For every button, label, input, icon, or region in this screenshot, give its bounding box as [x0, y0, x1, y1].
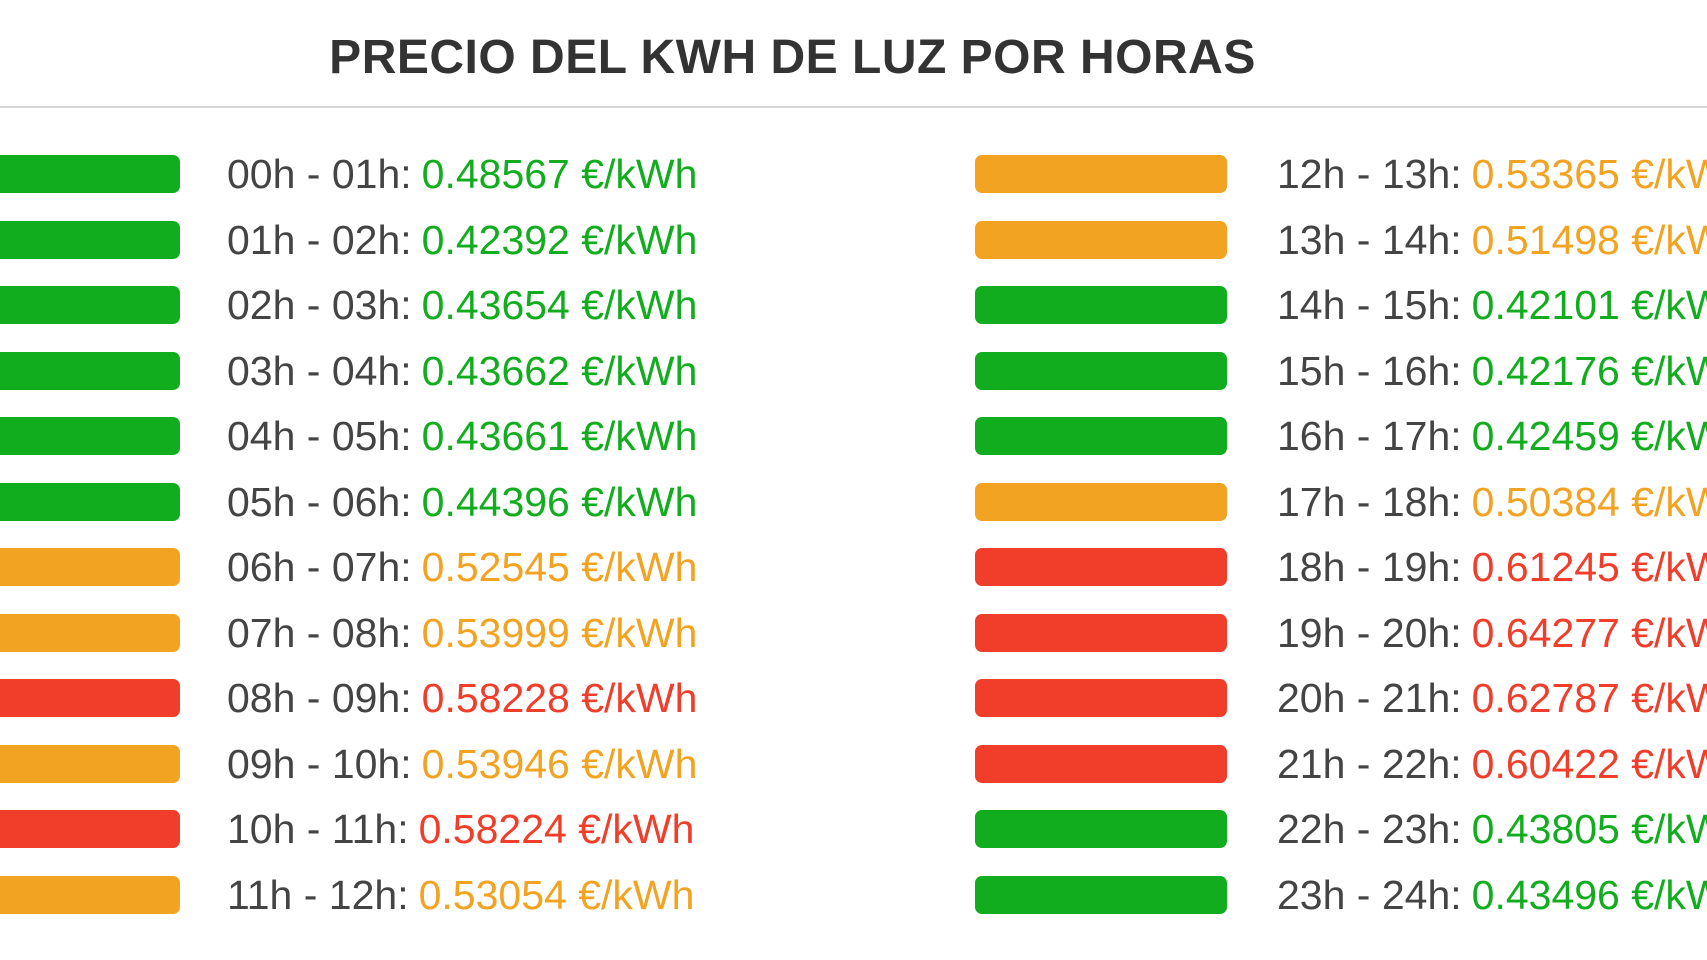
hour-range: 02h - 03h:	[227, 282, 412, 328]
hour-label: 19h - 20h:0.64277 €/kWh	[1277, 605, 1707, 661]
hour-range: 19h - 20h:	[1277, 609, 1462, 656]
hour-price: 0.51498 €/kWh	[1471, 216, 1707, 263]
hour-label: 16h - 17h:0.42459 €/kWh	[1277, 408, 1707, 464]
hour-price: 0.43805 €/kWh	[1471, 806, 1707, 852]
hour-label: 03h - 04h: 0.43662 €/kWh	[227, 343, 697, 399]
hour-label: 10h - 11h: 0.58224 €/kWh	[227, 801, 694, 857]
hour-label: 04h - 05h: 0.43661 €/kWh	[227, 408, 697, 464]
hour-range: 18h - 19h:	[1277, 544, 1462, 590]
hour-price: 0.60422 €/kWh	[1471, 740, 1707, 787]
hour-price: 0.43661 €/kWh	[421, 413, 698, 459]
hour-range: 00h - 01h:	[227, 151, 412, 197]
hour-label: 02h - 03h: 0.43654 €/kWh	[227, 277, 697, 333]
hour-label: 00h - 01h: 0.48567 €/kWh	[227, 146, 697, 202]
price-level-bar	[0, 286, 180, 324]
hour-label: 12h - 13h:0.53365 €/kWh	[1277, 146, 1707, 202]
hour-price: 0.58224 €/kWh	[418, 806, 695, 852]
hour-label: 11h - 12h: 0.53054 €/kWh	[227, 867, 694, 923]
price-level-bar	[0, 482, 180, 521]
hour-price: 0.53999 €/kWh	[421, 609, 698, 656]
price-level-bar	[975, 286, 1227, 324]
hour-label: 01h - 02h: 0.42392 €/kWh	[227, 212, 697, 268]
price-level-bar	[975, 220, 1227, 259]
hour-price: 0.42459 €/kWh	[1471, 413, 1707, 459]
hour-price: 0.44396 €/kWh	[421, 478, 698, 525]
hour-price: 0.42176 €/kWh	[1471, 347, 1707, 394]
hour-price: 0.43662 €/kWh	[421, 347, 698, 394]
hour-range: 05h - 06h:	[227, 478, 412, 525]
price-level-bar	[0, 875, 180, 914]
hour-range: 08h - 09h:	[227, 675, 412, 721]
hour-price: 0.43496 €/kWh	[1471, 871, 1707, 918]
hour-price: 0.53946 €/kWh	[421, 740, 698, 787]
hour-price: 0.52545 €/kWh	[421, 544, 698, 590]
price-level-bar	[975, 155, 1227, 193]
hour-range: 16h - 17h:	[1277, 413, 1462, 459]
hour-label: 08h - 09h: 0.58228 €/kWh	[227, 670, 697, 726]
hour-price: 0.48567 €/kWh	[421, 151, 698, 197]
price-level-bar	[0, 679, 180, 717]
hour-range: 06h - 07h:	[227, 544, 412, 590]
price-level-bar	[0, 220, 180, 259]
hour-price: 0.43654 €/kWh	[421, 282, 698, 328]
price-level-bar	[0, 155, 180, 193]
price-level-bar	[0, 613, 180, 652]
price-level-bar	[975, 351, 1227, 390]
price-level-bar	[0, 810, 180, 848]
hour-label: 20h - 21h:0.62787 €/kWh	[1277, 670, 1707, 726]
hour-range: 11h - 12h:	[227, 871, 409, 918]
hour-label: 09h - 10h: 0.53946 €/kWh	[227, 736, 697, 792]
hour-price: 0.58228 €/kWh	[421, 675, 698, 721]
hour-range: 12h - 13h:	[1277, 151, 1462, 197]
hour-label: 14h - 15h:0.42101 €/kWh	[1277, 277, 1707, 333]
price-level-bar	[975, 810, 1227, 848]
hour-range: 01h - 02h:	[227, 216, 412, 263]
hour-price: 0.42392 €/kWh	[421, 216, 698, 263]
hour-label: 21h - 22h:0.60422 €/kWh	[1277, 736, 1707, 792]
hour-price: 0.42101 €/kWh	[1471, 282, 1707, 328]
hour-range: 14h - 15h:	[1277, 282, 1462, 328]
hour-label: 18h - 19h:0.61245 €/kWh	[1277, 539, 1707, 595]
hour-range: 15h - 16h:	[1277, 347, 1462, 394]
hour-range: 07h - 08h:	[227, 609, 412, 656]
price-level-bar	[975, 744, 1227, 783]
hour-label: 07h - 08h: 0.53999 €/kWh	[227, 605, 697, 661]
hour-price: 0.53365 €/kWh	[1471, 151, 1707, 197]
hour-range: 09h - 10h:	[227, 740, 412, 787]
price-level-bar	[0, 548, 180, 586]
hour-range: 04h - 05h:	[227, 413, 412, 459]
hour-range: 13h - 14h:	[1277, 216, 1462, 263]
page-title: PRECIO DEL KWH DE LUZ POR HORAS	[329, 31, 1256, 84]
hour-label: 06h - 07h: 0.52545 €/kWh	[227, 539, 697, 595]
price-level-bar	[975, 548, 1227, 586]
price-level-bar	[975, 679, 1227, 717]
price-level-bar	[0, 417, 180, 455]
title-divider	[0, 106, 1707, 108]
hour-range: 23h - 24h:	[1277, 871, 1462, 918]
hour-price: 0.64277 €/kWh	[1471, 609, 1707, 656]
hour-price: 0.53054 €/kWh	[418, 871, 695, 918]
hour-label: 15h - 16h:0.42176 €/kWh	[1277, 343, 1707, 399]
hour-range: 20h - 21h:	[1277, 675, 1462, 721]
price-level-bar	[975, 417, 1227, 455]
hour-price: 0.62787 €/kWh	[1471, 675, 1707, 721]
hour-range: 21h - 22h:	[1277, 740, 1462, 787]
hour-range: 22h - 23h:	[1277, 806, 1462, 852]
price-level-bar	[975, 613, 1227, 652]
hour-label: 23h - 24h:0.43496 €/kWh	[1277, 867, 1707, 923]
hour-label: 05h - 06h: 0.44396 €/kWh	[227, 474, 697, 530]
hour-range: 03h - 04h:	[227, 347, 412, 394]
hour-range: 10h - 11h:	[227, 806, 409, 852]
price-level-bar	[975, 875, 1227, 914]
hour-label: 22h - 23h:0.43805 €/kWh	[1277, 801, 1707, 857]
price-level-bar	[975, 482, 1227, 521]
hour-range: 17h - 18h:	[1277, 478, 1462, 525]
hour-label: 13h - 14h:0.51498 €/kWh	[1277, 212, 1707, 268]
hour-price: 0.50384 €/kWh	[1471, 478, 1707, 525]
price-level-bar	[0, 744, 180, 783]
hour-label: 17h - 18h:0.50384 €/kWh	[1277, 474, 1707, 530]
price-level-bar	[0, 351, 180, 390]
hour-price: 0.61245 €/kWh	[1471, 544, 1707, 590]
